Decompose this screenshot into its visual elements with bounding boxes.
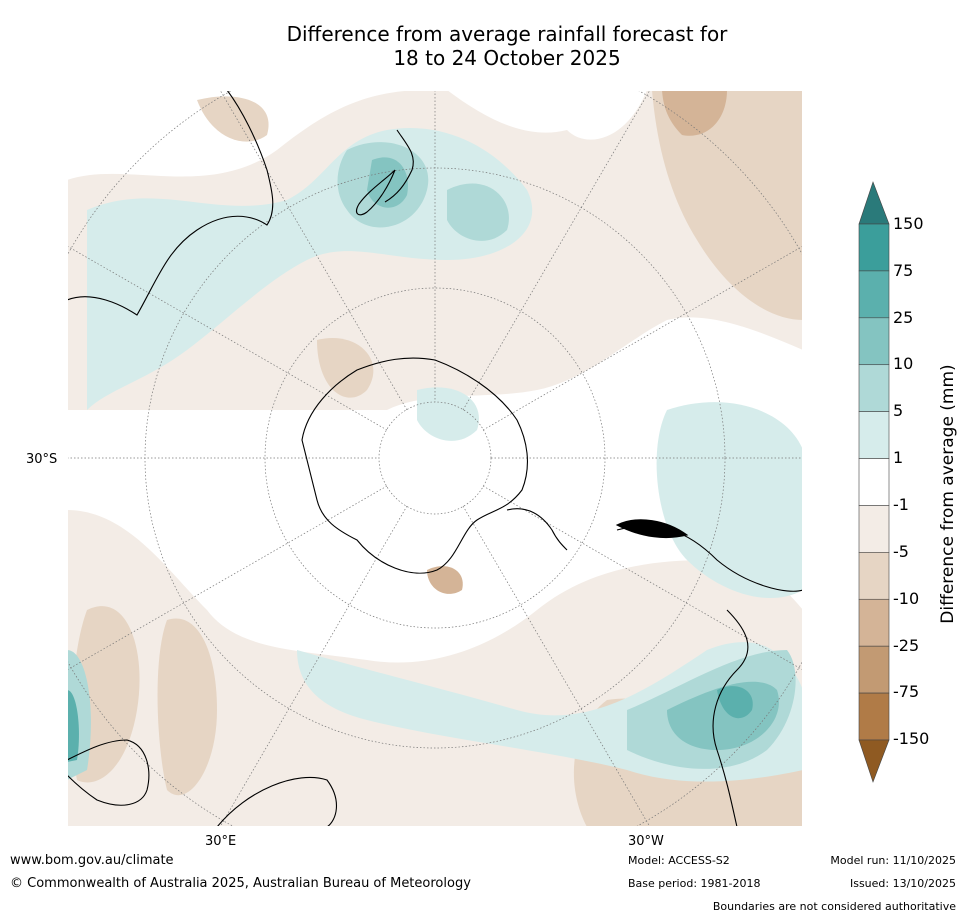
- dry-region-pacific-core: [662, 90, 727, 136]
- colorbar-tick-150: 150: [893, 214, 924, 233]
- colorbar: [858, 181, 890, 783]
- colorbar-bin-3: [858, 317, 890, 366]
- rainfall-map: [67, 90, 803, 827]
- title-line-2: 18 to 24 October 2025: [393, 46, 621, 70]
- coastline-antarctic-peninsula: [506, 508, 568, 551]
- colorbar-bin-5: [858, 411, 890, 459]
- colorbar-bottom-extension: [858, 739, 890, 783]
- meridian-30e: [219, 505, 408, 827]
- dry-region-pacific: [652, 90, 803, 320]
- dry-region-indian-2: [157, 618, 217, 796]
- coastline-tierra-del-fuego: [615, 519, 689, 539]
- coastline-antarctica: [301, 357, 528, 574]
- wet-region-antarctic-ross: [417, 387, 479, 441]
- colorbar-bin-4: [858, 364, 890, 412]
- lon-label-30e: 30°E: [205, 834, 236, 849]
- colorbar-tick-75: 75: [893, 261, 914, 280]
- colorbar-bin-11: [858, 692, 890, 741]
- wet-region-east-pacific: [447, 183, 509, 241]
- meridian-30w: [462, 505, 651, 827]
- dry-region-antarctic-rim: [317, 338, 374, 398]
- title-line-1: Difference from average rainfall forecas…: [286, 22, 728, 46]
- wet-region-south-america-peak: [717, 686, 753, 719]
- colorbar-tick-25: 25: [893, 308, 914, 327]
- wet-region-south-pacific: [656, 402, 803, 599]
- colorbar-tick-10: 10: [893, 354, 914, 373]
- wet-anomaly-regions: [67, 128, 803, 782]
- meridian-150w: [462, 90, 651, 411]
- colorbar-bin-10: [858, 645, 890, 694]
- colorbar-bin-6: [858, 458, 890, 506]
- dry-region-weddell: [427, 566, 463, 594]
- graticule: [67, 90, 803, 827]
- colorbar-tick-minus-10: -10: [893, 589, 920, 608]
- colorbar-tick-minus-1: -1: [893, 495, 909, 514]
- colorbar-tick-minus-25: -25: [893, 636, 920, 655]
- wet-region-nz-inner: [367, 157, 408, 208]
- coastlines: [67, 90, 803, 827]
- chart-title: Difference from average rainfall forecas…: [0, 22, 965, 70]
- footer-issued: Issued: 13/10/2025: [849, 877, 956, 890]
- colorbar-bins: [858, 223, 890, 741]
- colorbar-bin-2: [858, 270, 890, 319]
- footer-base-period: Base period: 1981-2018: [628, 877, 761, 890]
- colorbar-tick-minus-75: -75: [893, 682, 920, 701]
- footer-model-run: Model run: 11/10/2025: [830, 854, 956, 867]
- colorbar-tick-1: 1: [893, 448, 904, 467]
- coastline-new-zealand-south: [356, 169, 396, 216]
- coastline-australia: [67, 90, 274, 316]
- meridian-150e: [219, 90, 408, 411]
- colorbar-title: Difference from average (mm): [938, 364, 958, 624]
- footer-model: Model: ACCESS-S2: [628, 854, 730, 867]
- coastline-africa: [67, 739, 337, 827]
- footer-disclaimer: Boundaries are not considered authoritat…: [712, 900, 956, 913]
- colorbar-bin-8: [858, 552, 890, 600]
- wet-region-indian-west-core: [67, 690, 79, 762]
- map-frame: [67, 90, 803, 827]
- footer-website: www.bom.gov.au/climate: [10, 853, 174, 868]
- colorbar-top-extension: [858, 181, 890, 225]
- lat-label-30s: 30°S: [26, 452, 58, 467]
- colorbar-bin-7: [858, 505, 890, 553]
- colorbar-tick-5: 5: [893, 401, 904, 420]
- lon-label-30w: 30°W: [628, 834, 664, 849]
- coastline-new-zealand-north: [384, 129, 414, 203]
- colorbar-bin-9: [858, 598, 890, 647]
- colorbar-tick-minus-5: -5: [893, 542, 909, 561]
- footer-copyright: © Commonwealth of Australia 2025, Austra…: [10, 876, 471, 891]
- colorbar-bin-1: [858, 223, 890, 272]
- lon-label-30w-text: 30°W: [628, 834, 664, 849]
- lon-label-30e-text: 30°E: [205, 834, 237, 849]
- lat-circle-60s: [264, 287, 606, 629]
- colorbar-tick-minus-150: -150: [893, 729, 930, 748]
